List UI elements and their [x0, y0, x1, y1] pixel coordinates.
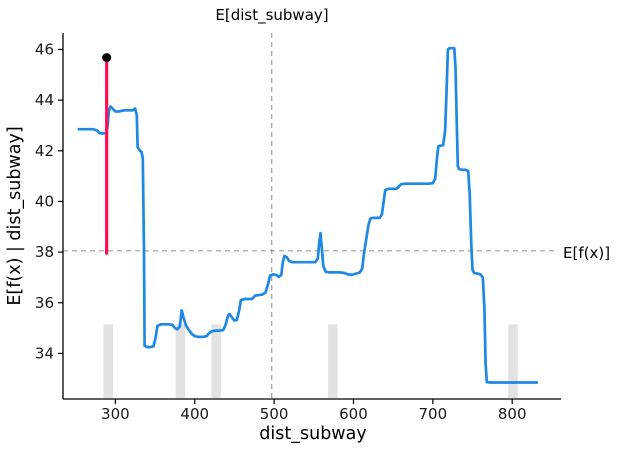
y-tick-label: 42: [35, 142, 54, 160]
data-rug-bar: [328, 324, 338, 398]
y-tick-label: 38: [35, 243, 54, 261]
x-tick-label: 700: [419, 405, 448, 423]
data-rug-bar: [508, 324, 518, 398]
data-rug-bar: [211, 324, 221, 398]
y-axis-label: E[f(x) | dist_subway]: [5, 126, 25, 306]
data-rug-bar: [103, 324, 113, 398]
x-tick-label: 500: [260, 405, 289, 423]
pd-curve: [77, 46, 539, 384]
highlight-dot: [102, 53, 112, 63]
expected-x-annotation: E[dist_subway]: [215, 6, 329, 24]
y-tick-label: 40: [35, 192, 54, 210]
y-tick-label: 34: [35, 344, 54, 362]
x-axis-label: dist_subway: [259, 424, 367, 444]
y-tick-label: 46: [35, 40, 54, 58]
x-tick-label: 400: [180, 405, 209, 423]
y-tick-label: 36: [35, 294, 54, 312]
data-rug-bar: [175, 324, 186, 398]
y-tick-label: 44: [35, 91, 54, 109]
expected-fx-annotation: E[f(x)]: [563, 244, 611, 262]
x-tick-label: 600: [339, 405, 368, 423]
x-tick-label: 300: [101, 405, 130, 423]
x-tick-label: 800: [498, 405, 527, 423]
